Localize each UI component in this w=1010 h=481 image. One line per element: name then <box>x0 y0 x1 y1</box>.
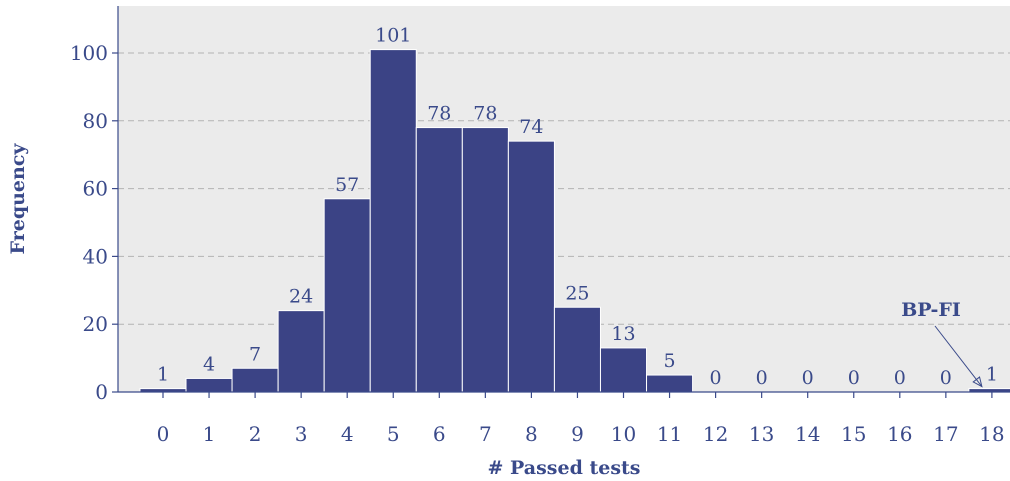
x-tick-label: 1 <box>203 422 216 446</box>
x-tick-label: 10 <box>611 422 636 446</box>
bar-5 <box>369 49 417 393</box>
bar-8 <box>507 140 555 393</box>
x-tick-label: 14 <box>795 422 820 446</box>
y-tick-label: 0 <box>95 380 108 404</box>
data-label-0: 1 <box>157 364 169 386</box>
bar-6 <box>415 127 463 393</box>
data-label-16: 0 <box>894 367 906 389</box>
x-tick-label: 7 <box>479 422 492 446</box>
x-tick-label: 17 <box>933 422 958 446</box>
bars <box>139 49 1010 393</box>
x-tick-label: 8 <box>525 422 538 446</box>
x-tick-label: 2 <box>249 422 262 446</box>
x-tick-label: 9 <box>571 422 584 446</box>
data-label-15: 0 <box>848 367 860 389</box>
data-label-3: 24 <box>289 286 313 308</box>
x-tick-label: 6 <box>433 422 446 446</box>
y-tick-label: 80 <box>83 109 108 133</box>
data-labels: 1 4 7 24 57 101 78 78 74 25 13 5 0 0 0 0 0 0 1 <box>157 25 998 389</box>
y-axis-label: Frequency <box>7 143 29 255</box>
annotation-arrowhead <box>972 376 983 388</box>
bar-1 <box>185 377 233 393</box>
y-tick-label: 40 <box>83 244 108 268</box>
x-tick-label: 3 <box>295 422 308 446</box>
data-label-6: 78 <box>427 103 451 125</box>
x-tick-label: 18 <box>979 422 1004 446</box>
data-label-5: 101 <box>375 25 411 47</box>
y-tick-label: 20 <box>83 312 108 336</box>
bar-3 <box>277 310 325 393</box>
bar-4 <box>323 198 371 393</box>
y-tick-label: 100 <box>70 41 108 65</box>
data-label-1: 4 <box>203 353 215 375</box>
data-label-4: 57 <box>335 174 359 196</box>
data-label-10: 13 <box>611 323 635 345</box>
data-label-17: 0 <box>940 367 952 389</box>
data-label-9: 25 <box>565 282 589 304</box>
bar-9 <box>553 306 601 393</box>
data-label-18: 1 <box>986 364 998 386</box>
y-tick-label: 60 <box>83 177 108 201</box>
annotation: BP-FI <box>901 299 983 388</box>
data-label-14: 0 <box>802 367 814 389</box>
data-label-13: 0 <box>756 367 768 389</box>
bar-2 <box>231 367 279 393</box>
bar-10 <box>599 347 648 393</box>
data-label-2: 7 <box>249 343 261 365</box>
x-tick-label: 0 <box>157 422 170 446</box>
data-label-11: 5 <box>664 350 676 372</box>
x-tick-label: 13 <box>749 422 774 446</box>
data-label-7: 78 <box>473 103 497 125</box>
bar-11 <box>646 374 694 393</box>
bar-7 <box>461 127 509 393</box>
x-tick-label: 16 <box>887 422 912 446</box>
x-tick-label: 5 <box>387 422 400 446</box>
annotation-arrow <box>934 325 983 387</box>
annotation-text: BP-FI <box>901 299 961 321</box>
x-tick-label: 11 <box>657 422 682 446</box>
x-tick-label: 12 <box>703 422 728 446</box>
x-tick-label: 15 <box>841 422 866 446</box>
data-label-8: 74 <box>519 116 543 138</box>
data-label-12: 0 <box>710 367 722 389</box>
x-axis-label: # Passed tests <box>487 457 640 479</box>
x-tick-label: 4 <box>341 422 354 446</box>
